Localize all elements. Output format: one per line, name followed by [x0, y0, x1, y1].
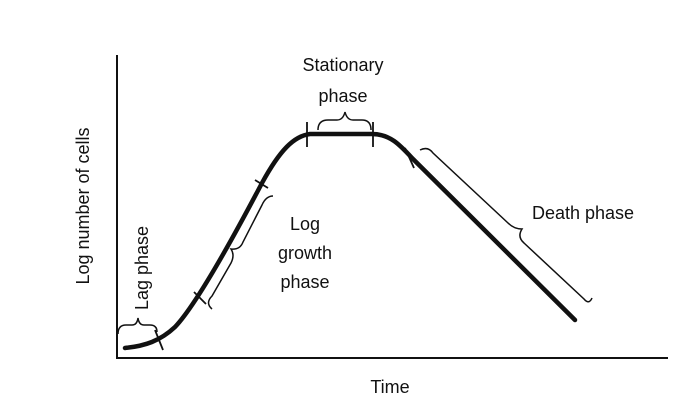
- lag-brace: [117, 317, 158, 335]
- lag-phase-label: Lag phase: [132, 226, 152, 310]
- x-axis-label: Time: [370, 377, 409, 397]
- stationary-brace: [317, 111, 372, 131]
- stationary-phase-label: Stationary: [302, 55, 383, 75]
- stationary-phase-label: phase: [318, 86, 367, 106]
- log-phase-label: phase: [280, 272, 329, 292]
- death-phase-label: Death phase: [532, 203, 634, 223]
- log-brace: [207, 195, 274, 310]
- tick: [254, 179, 269, 189]
- tick: [154, 329, 164, 351]
- y-axis-label: Log number of cells: [73, 127, 93, 284]
- tick: [404, 147, 415, 169]
- death-brace: [419, 147, 593, 303]
- phase-ticks: [154, 122, 415, 351]
- log-phase-label: growth: [278, 243, 332, 263]
- log-phase-label: Log: [290, 214, 320, 234]
- tick: [193, 291, 207, 305]
- growth-curve: [122, 131, 578, 351]
